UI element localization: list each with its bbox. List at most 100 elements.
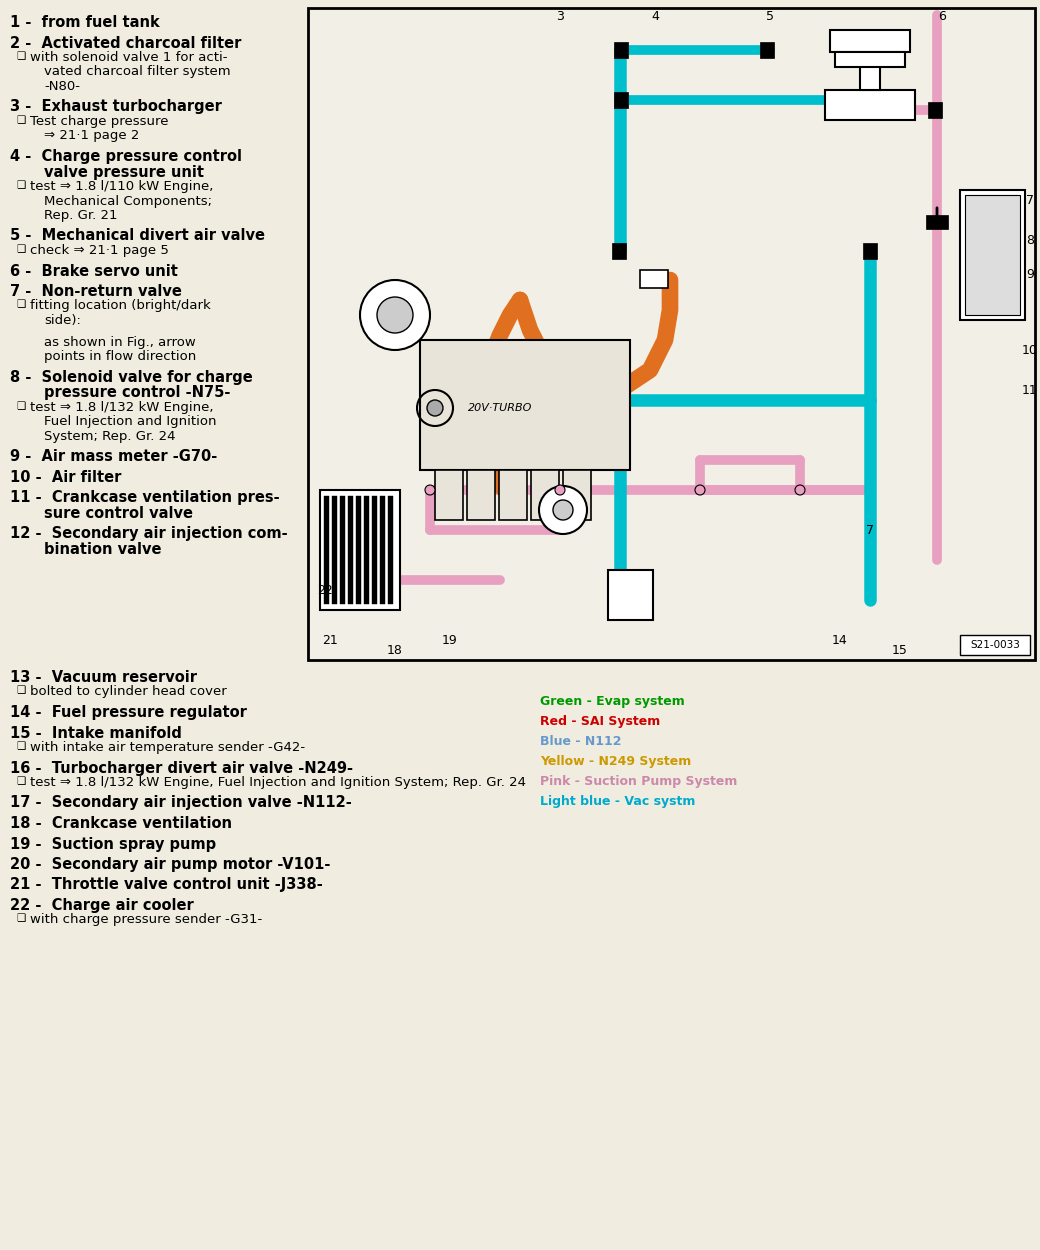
Text: 8 -  Solenoid valve for charge: 8 - Solenoid valve for charge: [10, 370, 253, 385]
Bar: [364, 496, 369, 604]
Text: Yellow - N249 System: Yellow - N249 System: [540, 755, 692, 768]
Text: 5 -  Mechanical divert air valve: 5 - Mechanical divert air valve: [10, 229, 265, 244]
Bar: [420, 340, 630, 470]
Text: 14: 14: [832, 634, 848, 646]
Text: 9 -  Air mass meter -G70-: 9 - Air mass meter -G70-: [10, 449, 217, 464]
Text: 22 -  Charge air cooler: 22 - Charge air cooler: [10, 898, 193, 912]
Text: vated charcoal filter system: vated charcoal filter system: [44, 65, 231, 79]
Text: Fuel Injection and Ignition: Fuel Injection and Ignition: [44, 415, 216, 429]
Text: with intake air temperature sender -G42-: with intake air temperature sender -G42-: [30, 741, 305, 754]
Bar: [356, 496, 361, 604]
Text: 18: 18: [387, 644, 402, 656]
Circle shape: [555, 485, 565, 495]
Text: ❑: ❑: [16, 914, 25, 924]
Text: with charge pressure sender -G31-: with charge pressure sender -G31-: [30, 914, 262, 926]
Bar: [928, 102, 942, 118]
Bar: [612, 242, 626, 259]
Bar: [614, 42, 628, 58]
Text: 7: 7: [866, 524, 874, 536]
Text: bination valve: bination valve: [44, 541, 161, 556]
Circle shape: [553, 500, 573, 520]
Text: check ⇒ 21·1 page 5: check ⇒ 21·1 page 5: [30, 244, 168, 258]
Bar: [563, 470, 591, 520]
Bar: [926, 215, 948, 229]
Text: System; Rep. Gr. 24: System; Rep. Gr. 24: [44, 430, 176, 442]
Circle shape: [795, 485, 805, 495]
Text: 6: 6: [938, 10, 946, 22]
Text: 13 -  Vacuum reservoir: 13 - Vacuum reservoir: [10, 670, 197, 685]
Bar: [499, 470, 527, 520]
Text: 22: 22: [317, 584, 333, 596]
Text: Blue - N112: Blue - N112: [540, 735, 622, 748]
Text: S21-0033: S21-0033: [970, 640, 1020, 650]
Bar: [863, 242, 877, 259]
Text: 11: 11: [1022, 384, 1038, 396]
Bar: [372, 496, 378, 604]
Bar: [835, 52, 905, 68]
Text: 20 -  Secondary air pump motor -V101-: 20 - Secondary air pump motor -V101-: [10, 858, 331, 872]
Circle shape: [695, 485, 705, 495]
Text: 16 -  Turbocharger divert air valve -N249-: 16 - Turbocharger divert air valve -N249…: [10, 760, 353, 775]
Text: ❑: ❑: [16, 401, 25, 411]
Bar: [608, 570, 653, 620]
Bar: [308, 8, 1035, 660]
Text: -N80-: -N80-: [44, 80, 80, 92]
Text: Test charge pressure: Test charge pressure: [30, 115, 168, 128]
Circle shape: [425, 485, 435, 495]
Text: 7 -  Non-return valve: 7 - Non-return valve: [10, 284, 182, 299]
Text: 3: 3: [556, 10, 564, 22]
Text: 8: 8: [1026, 234, 1034, 246]
Text: 3 -  Exhaust turbocharger: 3 - Exhaust turbocharger: [10, 100, 222, 115]
Text: 2 -  Activated charcoal filter: 2 - Activated charcoal filter: [10, 35, 241, 50]
Text: ❑: ❑: [16, 244, 25, 254]
Text: test ⇒ 1.8 l/132 kW Engine, Fuel Injection and Ignition System; Rep. Gr. 24: test ⇒ 1.8 l/132 kW Engine, Fuel Injecti…: [30, 776, 526, 789]
Text: 4: 4: [651, 10, 659, 22]
Text: 12 -  Secondary air injection com-: 12 - Secondary air injection com-: [10, 526, 288, 541]
Text: ❑: ❑: [16, 115, 25, 125]
Text: ❑: ❑: [16, 300, 25, 310]
Bar: [825, 90, 915, 120]
Text: 11 -  Crankcase ventilation pres-: 11 - Crankcase ventilation pres-: [10, 490, 280, 505]
Bar: [435, 470, 463, 520]
Circle shape: [539, 486, 587, 534]
Bar: [965, 195, 1020, 315]
Text: 15 -  Intake manifold: 15 - Intake manifold: [10, 725, 182, 740]
Text: Pink - Suction Pump System: Pink - Suction Pump System: [540, 775, 737, 788]
Circle shape: [360, 280, 430, 350]
Text: ❑: ❑: [16, 685, 25, 695]
Bar: [324, 496, 329, 604]
Bar: [348, 496, 353, 604]
Text: 10 -  Air filter: 10 - Air filter: [10, 470, 122, 485]
Text: ❑: ❑: [16, 741, 25, 751]
Text: pressure control -N75-: pressure control -N75-: [44, 385, 231, 400]
Circle shape: [427, 400, 443, 416]
Text: as shown in Fig., arrow: as shown in Fig., arrow: [44, 336, 196, 349]
Text: ❑: ❑: [16, 180, 25, 190]
Bar: [531, 470, 560, 520]
Text: 20V·TURBO: 20V·TURBO: [468, 402, 532, 412]
Text: 14 -  Fuel pressure regulator: 14 - Fuel pressure regulator: [10, 705, 246, 720]
Text: sure control valve: sure control valve: [44, 506, 193, 521]
Bar: [380, 496, 385, 604]
Bar: [830, 30, 910, 52]
Bar: [960, 635, 1030, 655]
Text: 10: 10: [1022, 344, 1038, 356]
Text: points in flow direction: points in flow direction: [44, 350, 197, 364]
Text: fitting location (bright/dark: fitting location (bright/dark: [30, 300, 211, 312]
Bar: [960, 190, 1025, 320]
Text: 9: 9: [1026, 269, 1034, 281]
Text: side):: side):: [44, 314, 81, 328]
Text: 18 -  Crankcase ventilation: 18 - Crankcase ventilation: [10, 816, 232, 831]
Bar: [760, 42, 774, 58]
Circle shape: [378, 298, 413, 332]
Text: 1 -  from fuel tank: 1 - from fuel tank: [10, 15, 160, 30]
Bar: [332, 496, 337, 604]
Text: 19 -  Suction spray pump: 19 - Suction spray pump: [10, 836, 216, 851]
Bar: [467, 470, 495, 520]
Text: 17 -  Secondary air injection valve -N112-: 17 - Secondary air injection valve -N112…: [10, 795, 352, 810]
Text: valve pressure unit: valve pressure unit: [44, 165, 204, 180]
Text: 4 -  Charge pressure control: 4 - Charge pressure control: [10, 149, 242, 164]
Text: 6 -  Brake servo unit: 6 - Brake servo unit: [10, 264, 178, 279]
Text: ❑: ❑: [16, 51, 25, 61]
Text: Light blue - Vac systm: Light blue - Vac systm: [540, 795, 696, 808]
